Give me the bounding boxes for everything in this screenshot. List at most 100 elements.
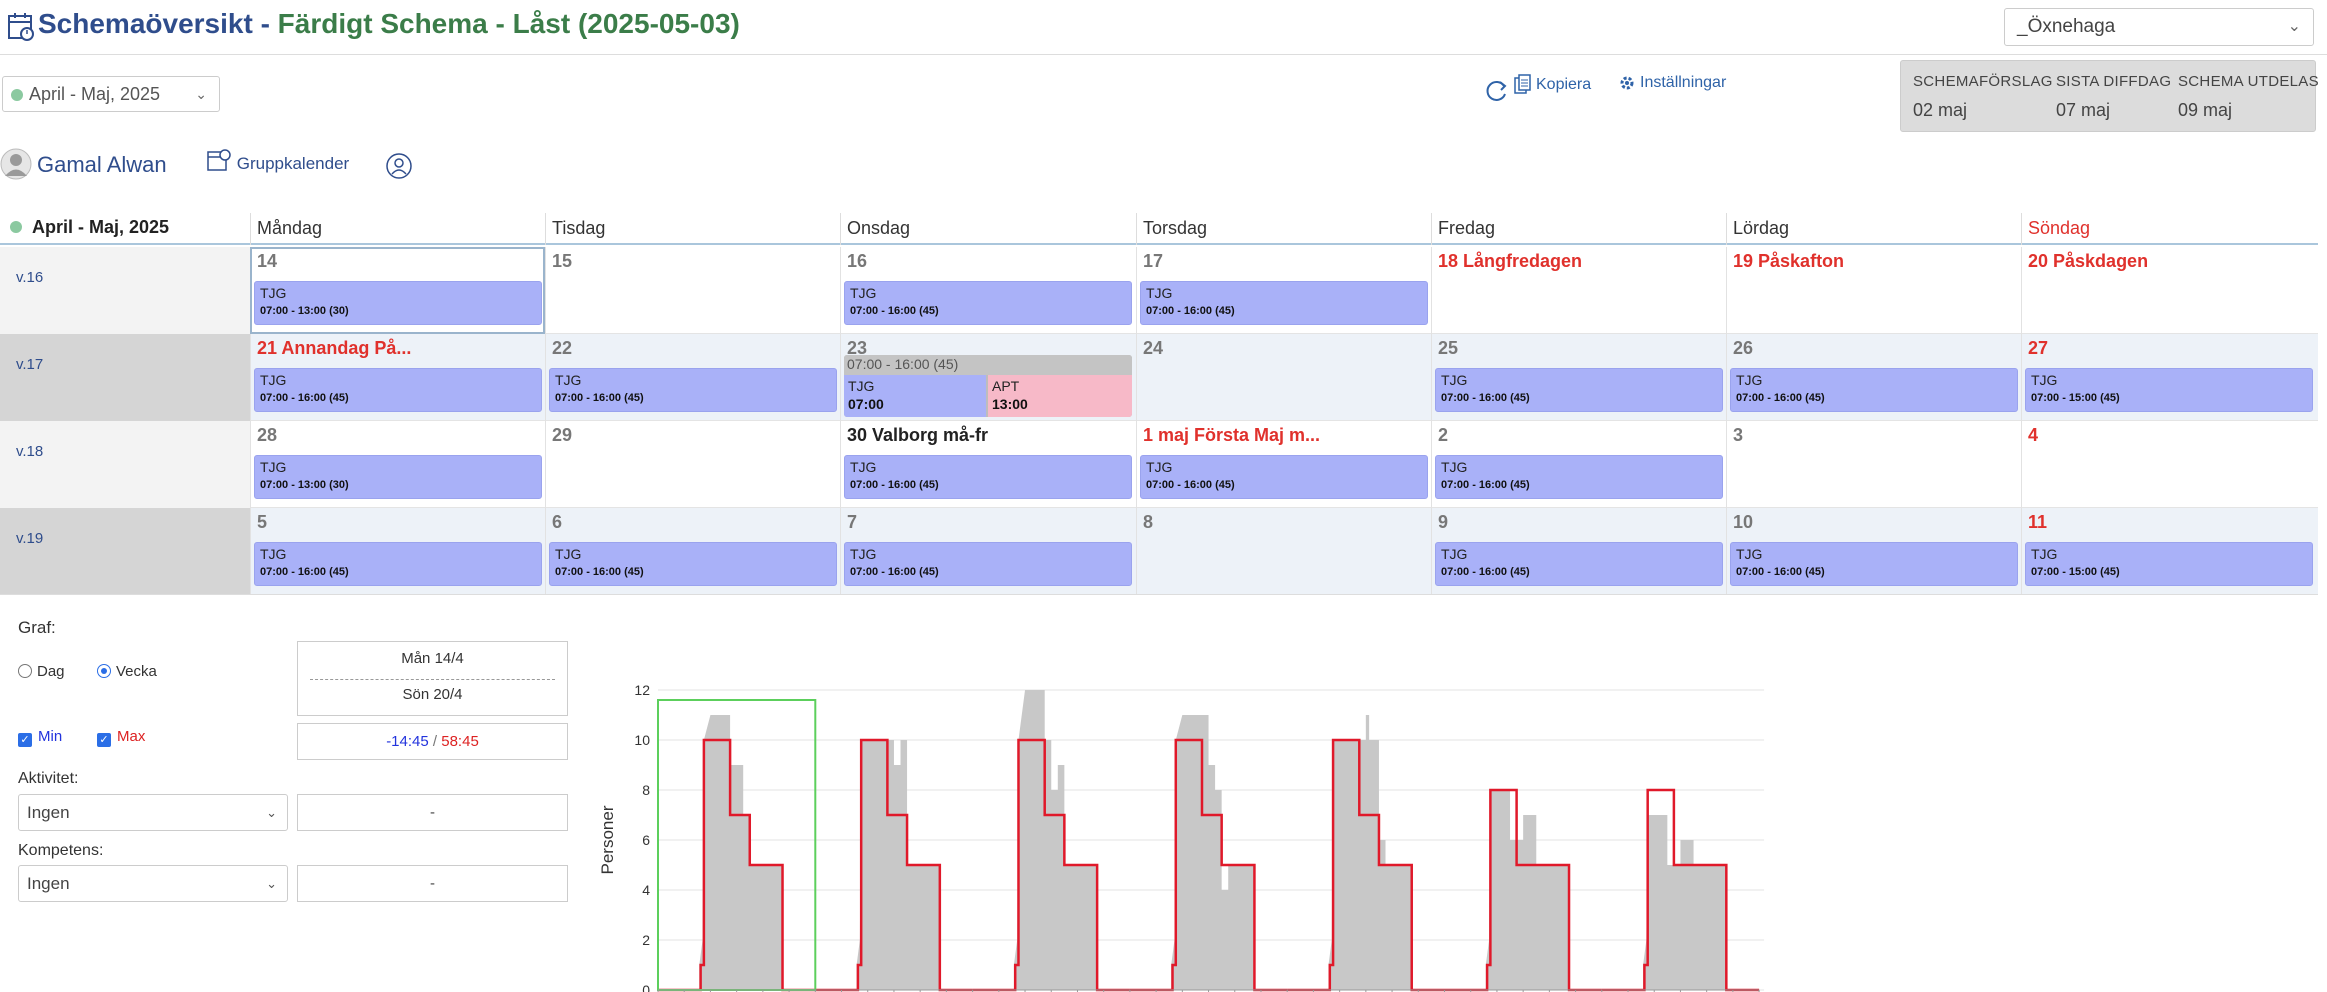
staffing-area <box>1013 690 1098 990</box>
shift-type: TJG <box>1736 546 1763 562</box>
shift-block[interactable]: TJG 07:00 - 16:00 (45) <box>1730 542 2018 586</box>
day-cell[interactable]: 26 TJG 07:00 - 16:00 (45) <box>1726 334 2021 421</box>
copy-button[interactable]: Kopiera <box>1514 74 1591 96</box>
week-label[interactable]: v.18 <box>0 421 250 508</box>
shift-block[interactable]: TJG 07:00 - 16:00 (45) <box>254 368 542 412</box>
staffing-area <box>856 740 940 990</box>
shift-block[interactable]: TJG 07:00 - 16:00 (45) <box>1140 281 1428 325</box>
day-cell[interactable]: 6 TJG 07:00 - 16:00 (45) <box>545 508 840 595</box>
shift-block[interactable]: TJG 07:00 - 16:00 (45) <box>1435 542 1723 586</box>
staffing-area <box>1643 815 1727 990</box>
status-last-diffday: SISTA DIFFDAG 07 maj <box>2056 73 2171 121</box>
day-number: 9 <box>1438 512 1449 532</box>
day-cell[interactable]: 20 Påskdagen <box>2021 247 2318 334</box>
avatar <box>0 148 32 180</box>
page-title: Schemaöversikt - Färdigt Schema - Låst (… <box>38 8 740 40</box>
shift-type: TJG <box>260 459 287 475</box>
radio-week[interactable]: Vecka <box>97 663 157 680</box>
shift-time: 07:00 - 16:00 (45) <box>555 566 644 578</box>
settings-button[interactable]: Inställningar <box>1618 74 1726 92</box>
competence-select[interactable]: Ingen ⌄ <box>18 865 288 902</box>
day-cell[interactable]: 7 TJG 07:00 - 16:00 (45) <box>840 508 1136 595</box>
status-value: 02 maj <box>1913 100 1968 120</box>
day-cell[interactable]: 5 TJG 07:00 - 16:00 (45) <box>250 508 545 595</box>
day-cell[interactable]: 29 <box>545 421 840 508</box>
day-cell[interactable]: 9 TJG 07:00 - 16:00 (45) <box>1431 508 1726 595</box>
shift-block[interactable]: TJG 07:00 - 16:00 (45) <box>254 542 542 586</box>
shift-block[interactable]: TJG 07:00 - 16:00 (45) <box>1730 368 2018 412</box>
day-cell[interactable]: 1 maj Första Maj m... TJG 07:00 - 16:00 (4… <box>1136 421 1431 508</box>
shift-block[interactable]: TJG 07:00 - 13:00 (30) <box>254 455 542 499</box>
shift-block[interactable]: TJG 07:00 - 16:00 (45) <box>549 542 837 586</box>
day-cell[interactable]: 25 TJG 07:00 - 16:00 (45) <box>1431 334 1726 421</box>
unit-select[interactable]: _Öxnehaga ⌄ <box>2004 8 2314 46</box>
day-number: 3 <box>1733 425 1744 445</box>
shift-block[interactable]: TJG 07:00 - 16:00 (45) <box>1140 455 1428 499</box>
shift-block[interactable]: TJG 07:00 - 16:00 (45) <box>844 455 1132 499</box>
shift-block[interactable]: TJG 07:00 - 16:00 (45) <box>1435 368 1723 412</box>
shift-block[interactable]: TJG 07:00 - 16:00 (45) <box>844 542 1132 586</box>
shift-block[interactable]: TJG 07:00 - 13:00 (30) <box>254 281 542 325</box>
radio-day[interactable]: Dag <box>18 663 65 680</box>
shift-time: 07:00 - 16:00 (45) <box>850 566 939 578</box>
shift-block[interactable]: TJG 07:00 - 16:00 (45) <box>1435 455 1723 499</box>
day-cell[interactable]: 24 <box>1136 334 1431 421</box>
week-label[interactable]: v.16 <box>0 247 250 334</box>
y-tick-label: 10 <box>634 732 650 748</box>
day-number: 22 <box>552 338 573 358</box>
refresh-icon[interactable] <box>1483 77 1509 105</box>
week-label[interactable]: v.19 <box>0 508 250 595</box>
shift-block[interactable]: TJG 07:00 - 15:00 (45) <box>2025 542 2313 586</box>
day-cell[interactable]: 23 07:00 - 16:00 (45) TJG 07:00 APT 13:00 <box>840 334 1136 421</box>
day-cell[interactable]: 19 Påskafton <box>1726 247 2021 334</box>
min-checkbox-label: Min <box>38 728 63 745</box>
chevron-down-icon: ⌄ <box>2287 18 2301 35</box>
day-cell[interactable]: 17 TJG 07:00 - 16:00 (45) <box>1136 247 1431 334</box>
day-cell[interactable]: 11 TJG 07:00 - 15:00 (45) <box>2021 508 2318 595</box>
day-number: 7 <box>847 512 858 532</box>
min-line <box>1129 738 1288 992</box>
y-tick-label: 0 <box>642 982 650 992</box>
calendar-icon <box>207 149 231 171</box>
day-cell[interactable]: 16 TJG 07:00 - 16:00 (45) <box>840 247 1136 334</box>
day-cell[interactable]: 27 TJG 07:00 - 15:00 (45) <box>2021 334 2318 421</box>
shift-block[interactable]: TJG 07:00 - 16:00 (45) <box>549 368 837 412</box>
day-cell[interactable]: 15 <box>545 247 840 334</box>
radio-selected-icon <box>97 664 111 678</box>
shift-block[interactable]: TJG 07:00 - 16:00 (45) <box>844 281 1132 325</box>
week-label[interactable]: v.17 <box>0 334 250 421</box>
shift-block[interactable]: TJG 07:00 - 15:00 (45) <box>2025 368 2313 412</box>
period-select[interactable]: April - Maj, 2025 ⌄ <box>2 76 220 112</box>
day-number: 1 maj Första Maj m... <box>1143 425 1321 445</box>
group-calendar-label: Gruppkalender <box>236 154 350 173</box>
day-cell[interactable]: 18 Långfredagen <box>1431 247 1726 334</box>
shift-type: TJG <box>2031 372 2058 388</box>
date-separator <box>310 679 555 680</box>
day-cell[interactable]: 2 TJG 07:00 - 16:00 (45) <box>1431 421 1726 508</box>
y-axis-label: Personer <box>598 805 617 874</box>
day-number: 2 <box>1438 425 1449 445</box>
shift-part[interactable]: APT 13:00 <box>988 375 1132 417</box>
day-cell[interactable]: 3 <box>1726 421 2021 508</box>
day-cell[interactable]: 21 Annandag På... TJG 07:00 - 16:00 (45) <box>250 334 545 421</box>
shift-part[interactable]: TJG 07:00 <box>844 375 986 417</box>
group-calendar-link[interactable]: Gruppkalender <box>206 147 349 174</box>
day-cell[interactable]: 10 TJG 07:00 - 16:00 (45) <box>1726 508 2021 595</box>
person-icon[interactable] <box>385 152 413 180</box>
user-name[interactable]: Gamal Alwan <box>37 152 167 177</box>
day-cell[interactable]: 30 Valborg må-fr TJG 07:00 - 16:00 (45) <box>840 421 1136 508</box>
day-cell[interactable]: 8 <box>1136 508 1431 595</box>
day-cell[interactable]: 4 <box>2021 421 2318 508</box>
status-header: SCHEMA UTDELAS <box>2178 73 2319 90</box>
day-number: 27 <box>2028 338 2049 358</box>
max-checkbox[interactable]: ✓ Max <box>97 728 145 747</box>
shift-time: 07:00 - 16:00 (45) <box>260 392 349 404</box>
day-cell[interactable]: 14 TJG 07:00 - 13:00 (30) <box>250 247 545 334</box>
day-cell[interactable]: 28 TJG 07:00 - 13:00 (30) <box>250 421 545 508</box>
day-cell[interactable]: 22 TJG 07:00 - 16:00 (45) <box>545 334 840 421</box>
split-shift-block[interactable]: 07:00 - 16:00 (45) TJG 07:00 APT 13:00 <box>844 355 1132 417</box>
schedule-status-panel: SCHEMAFÖRSLAG 02 maj SISTA DIFFDAG 07 ma… <box>1900 60 2319 132</box>
header-divider <box>0 54 2327 55</box>
activity-select[interactable]: Ingen ⌄ <box>18 794 288 831</box>
min-checkbox[interactable]: ✓ Min <box>18 728 62 747</box>
